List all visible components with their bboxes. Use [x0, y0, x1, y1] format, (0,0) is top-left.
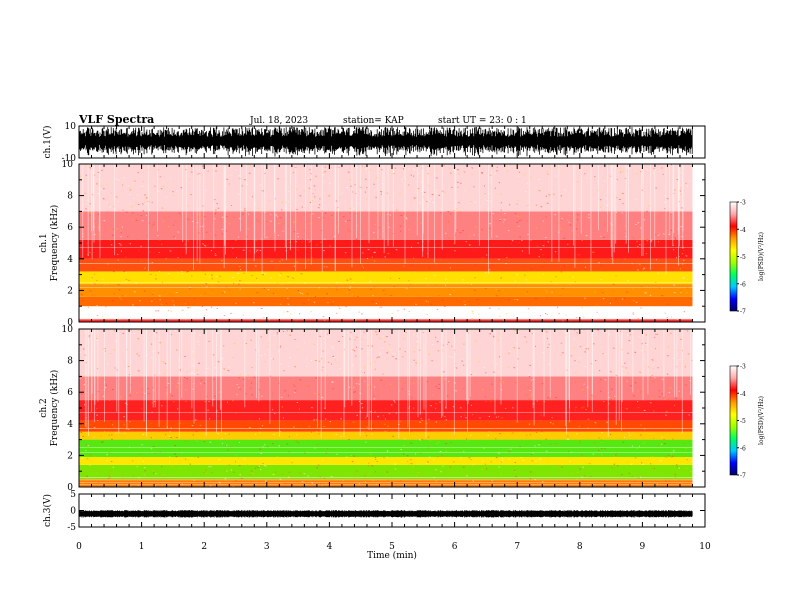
- y-tick-label: 4: [67, 255, 73, 265]
- colorbar-tick-label: -5: [740, 418, 746, 425]
- spectrogram-band: [79, 439, 693, 457]
- y-tick-label: 2: [67, 286, 73, 296]
- y-tick-label: 10: [65, 122, 77, 132]
- colorbar-label: log(PSD)(V²/Hz): [758, 396, 765, 445]
- x-tick-label: 4: [327, 542, 333, 552]
- spectrogram-band: [79, 479, 693, 487]
- spectrogram-band: [79, 211, 693, 240]
- spectrogram-band: [79, 400, 693, 421]
- y-axis-label: Frequency (kHz): [49, 370, 60, 447]
- y-axis-label: Frequency (kHz): [49, 205, 60, 282]
- spectrogram-band: [79, 164, 693, 212]
- spectrogram-band: [79, 239, 693, 259]
- waveform-trace: [78, 510, 693, 518]
- x-tick-label: 8: [577, 542, 583, 552]
- y-axis-label: ch.3(V): [42, 494, 53, 527]
- y-tick-label: 6: [67, 223, 73, 233]
- y-tick-label: 0: [70, 507, 76, 517]
- ch1-spectrogram-panel: 0 2 4 6 8 10 ch.1 Frequency (kHz): [39, 160, 706, 328]
- colorbar-tick-label: -6: [740, 445, 746, 452]
- spectrogram-band: [79, 456, 693, 465]
- spectrogram-band: [79, 376, 693, 401]
- spectrogram-image: [79, 164, 693, 322]
- ch2-spectrogram-panel: 0 2 4 6 8 10 ch.2 Frequency (kHz): [39, 325, 706, 493]
- y-tick-label: 10: [62, 160, 74, 170]
- spectrogram-image: [79, 329, 693, 487]
- start-time-label: start UT = 23: 0 : 1: [438, 116, 527, 126]
- y-tick-label: 10: [62, 325, 74, 335]
- x-tick-label: 1: [139, 542, 145, 552]
- ch1-waveform-panel: 10 -10 ch.1(V): [42, 122, 706, 164]
- x-axis-label: Time (min): [367, 550, 417, 561]
- time-axis: 0 1 2 3 4 5 6 7 8 9 10 Time (min): [76, 542, 711, 561]
- spectrogram-band: [79, 329, 693, 377]
- y-tick-label: 0: [67, 483, 73, 493]
- y-tick-label: 8: [67, 192, 73, 202]
- y-tick-label: 8: [67, 357, 73, 367]
- y-tick-label: 6: [67, 388, 73, 398]
- colorbar-tick-label: -7: [740, 309, 746, 316]
- colorbar-scale: [729, 365, 738, 476]
- spectrogram-band: [79, 464, 693, 480]
- x-tick-label: 7: [514, 542, 520, 552]
- spectrogram-band: [79, 258, 693, 272]
- y-tick-label: 4: [67, 420, 73, 430]
- x-tick-label: 0: [76, 542, 82, 552]
- x-tick-label: 5: [389, 542, 395, 552]
- colorbar-tick-label: -3: [740, 364, 746, 371]
- spectrogram-band: [79, 296, 693, 307]
- y-tick-label: 5: [70, 490, 76, 500]
- colorbar-label: log(PSD)(V²/Hz): [758, 232, 765, 281]
- date-label: Jul. 18, 2023: [249, 116, 308, 126]
- y-axis-label: ch.1(V): [42, 126, 53, 159]
- ch2-colorbar: -3 -4 -5 -6 -7 log(PSD)(V²/Hz): [729, 364, 765, 480]
- colorbar-tick-label: -6: [740, 281, 746, 288]
- y-tick-label: 2: [67, 451, 73, 461]
- channel-label: ch.1: [39, 233, 49, 252]
- colorbar-tick-label: -4: [740, 391, 746, 398]
- x-tick-label: 3: [264, 542, 270, 552]
- y-tick-label: -10: [62, 154, 77, 164]
- channel-label: ch.2: [39, 398, 49, 417]
- ch1-colorbar: -3 -4 -5 -6 -7 log(PSD)(V²/Hz): [729, 200, 765, 316]
- colorbar-scale: [729, 201, 738, 312]
- x-tick-label: 2: [201, 542, 207, 552]
- colorbar-tick-label: -3: [740, 200, 746, 207]
- figure-title: VLF Spectra: [78, 113, 154, 126]
- colorbar-tick-label: -7: [740, 473, 746, 480]
- waveform-trace: [78, 127, 693, 157]
- spectrogram-band: [79, 271, 693, 285]
- y-tick-label: -5: [67, 523, 76, 533]
- y-tick-label: 0: [67, 318, 73, 328]
- spectrogram-band: [79, 420, 693, 432]
- station-label: station= KAP: [343, 116, 404, 126]
- x-tick-label: 9: [640, 542, 646, 552]
- spectrogram-band: [79, 431, 693, 440]
- x-tick-label: 6: [452, 542, 458, 552]
- colorbar-tick-label: -4: [740, 227, 746, 234]
- spectrogram-band: [79, 318, 693, 322]
- colorbar-tick-label: -5: [740, 254, 746, 261]
- x-tick-label: 10: [699, 542, 711, 552]
- ch3-waveform-panel: 5 0 -5 ch.3(V): [42, 490, 706, 533]
